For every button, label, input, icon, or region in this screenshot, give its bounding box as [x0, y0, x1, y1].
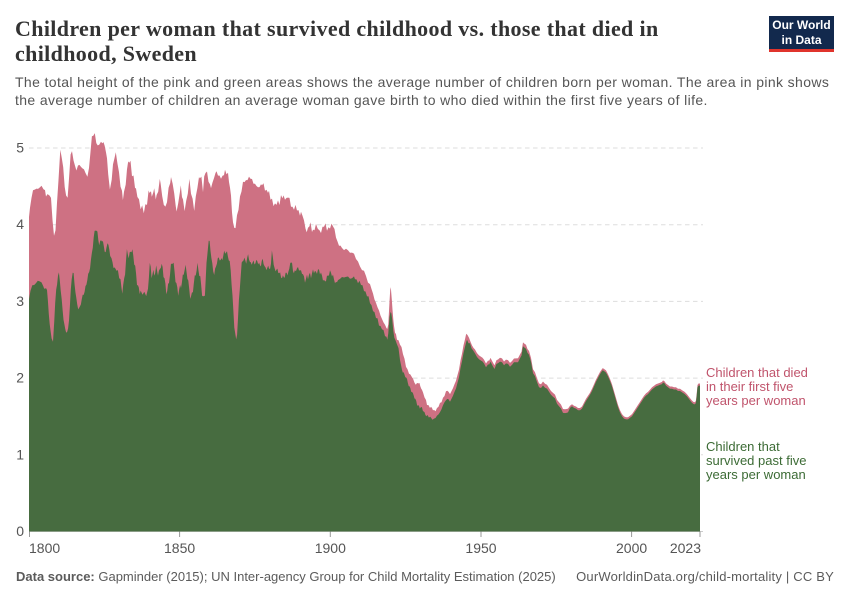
svg-text:1800: 1800: [29, 540, 60, 556]
svg-text:2023: 2023: [670, 540, 701, 556]
svg-text:0: 0: [16, 523, 24, 539]
svg-text:1950: 1950: [465, 540, 496, 556]
svg-text:1: 1: [16, 446, 24, 462]
svg-text:5: 5: [16, 140, 24, 156]
svg-text:1900: 1900: [315, 540, 346, 556]
svg-text:2: 2: [16, 370, 24, 386]
svg-text:3: 3: [16, 293, 24, 309]
svg-text:4: 4: [16, 216, 24, 232]
svg-text:2000: 2000: [616, 540, 647, 556]
svg-text:1850: 1850: [164, 540, 195, 556]
